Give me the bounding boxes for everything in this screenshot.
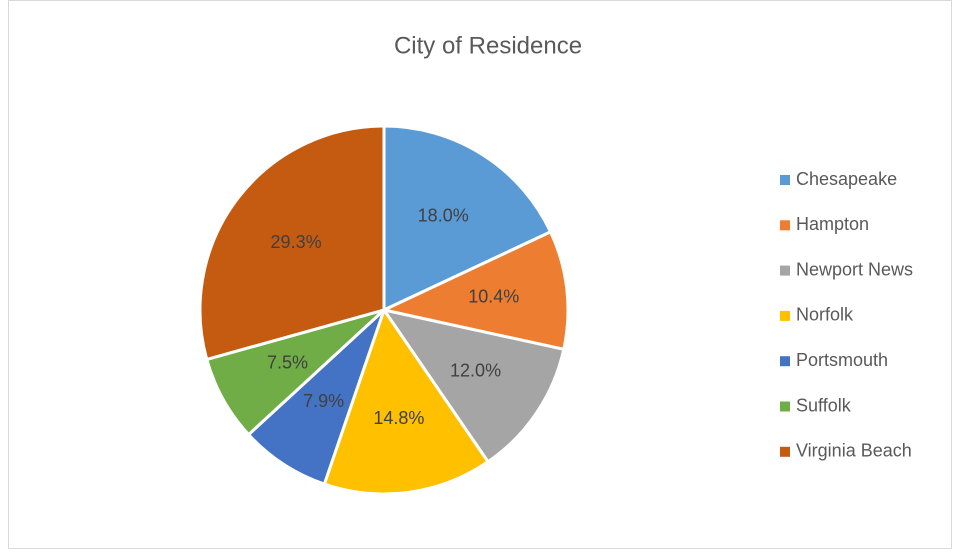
legend-label: Hampton [796, 214, 869, 234]
chart-title: City of Residence [394, 32, 582, 59]
pie-slice [382, 124, 553, 313]
legend-swatch [780, 310, 790, 321]
legend-label: Virginia Beach [796, 441, 912, 461]
legend-label: Suffolk [796, 395, 852, 415]
data-label: 7.5% [267, 352, 308, 372]
data-label: 14.8% [373, 408, 424, 428]
legend-swatch [780, 446, 790, 457]
legend-label: Portsmouth [796, 350, 888, 370]
legend-swatch [780, 356, 790, 367]
legend-swatch [780, 265, 790, 276]
pie-slice [322, 306, 491, 496]
legend-swatch [780, 175, 790, 185]
data-label: 10.4% [468, 286, 519, 306]
legend-label: Norfolk [796, 305, 854, 325]
data-label: 7.9% [303, 391, 344, 411]
data-label: 12.0% [450, 360, 501, 380]
legend-swatch [780, 220, 790, 231]
pie-slice [246, 308, 386, 486]
legend-label: Chesapeake [796, 169, 897, 189]
legend-label: Newport News [796, 259, 913, 279]
pie-slice [380, 307, 566, 464]
data-label: 18.0% [418, 206, 469, 226]
data-label: 29.3% [271, 232, 322, 252]
legend-swatch [780, 401, 790, 412]
pie-slice [198, 124, 386, 362]
